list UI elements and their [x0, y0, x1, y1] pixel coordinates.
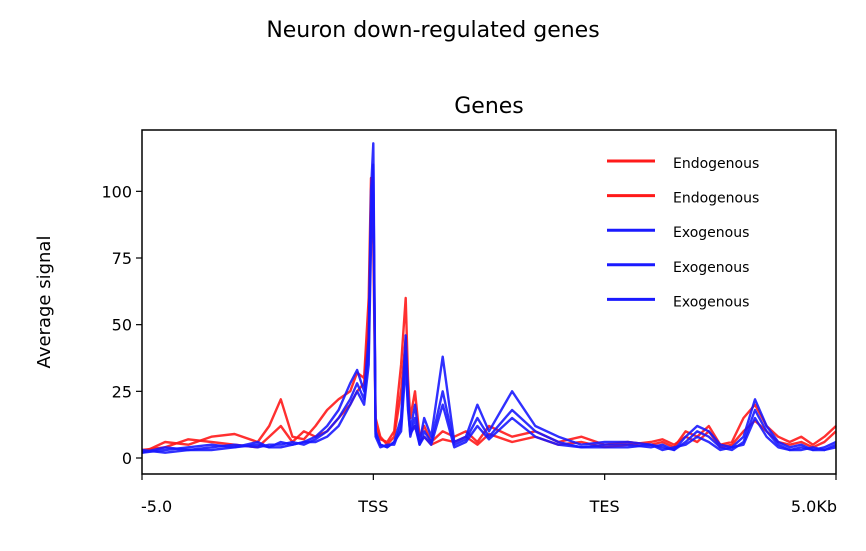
legend-label: Endogenous	[673, 191, 759, 207]
y-tick-label: 100	[101, 182, 132, 201]
legend-label: Endogenous	[673, 156, 759, 172]
x-tick-label: TSS	[357, 497, 388, 516]
chart-suptitle: Neuron down-regulated genes	[266, 18, 599, 43]
legend-label: Exogenous	[673, 294, 749, 310]
y-tick-label: 0	[122, 449, 132, 468]
plot-frame	[141, 129, 837, 475]
series-line-5	[141, 190, 837, 454]
series-line-1	[141, 176, 837, 454]
x-tick-label: TES	[589, 497, 620, 516]
axis-ticks: 0 25 50 75 100 -5.0 TSS TES 5.0Kb	[101, 182, 837, 516]
legend: Endogenous Endogenous Exogenous Exogenous Ex…	[607, 156, 759, 310]
x-tick-label: 5.0Kb	[791, 497, 837, 516]
legend-label: Exogenous	[673, 225, 749, 241]
series-line-3	[141, 142, 837, 454]
series-line-2	[141, 203, 837, 452]
y-axis-label: Average signal	[34, 236, 55, 369]
y-tick-label: 75	[112, 249, 132, 268]
x-tick-label: -5.0	[141, 497, 172, 516]
chart-title: Genes	[454, 94, 524, 119]
y-tick-label: 25	[112, 382, 132, 401]
y-tick-label: 50	[112, 316, 132, 335]
series-lines	[141, 142, 837, 454]
legend-label: Exogenous	[673, 260, 749, 276]
